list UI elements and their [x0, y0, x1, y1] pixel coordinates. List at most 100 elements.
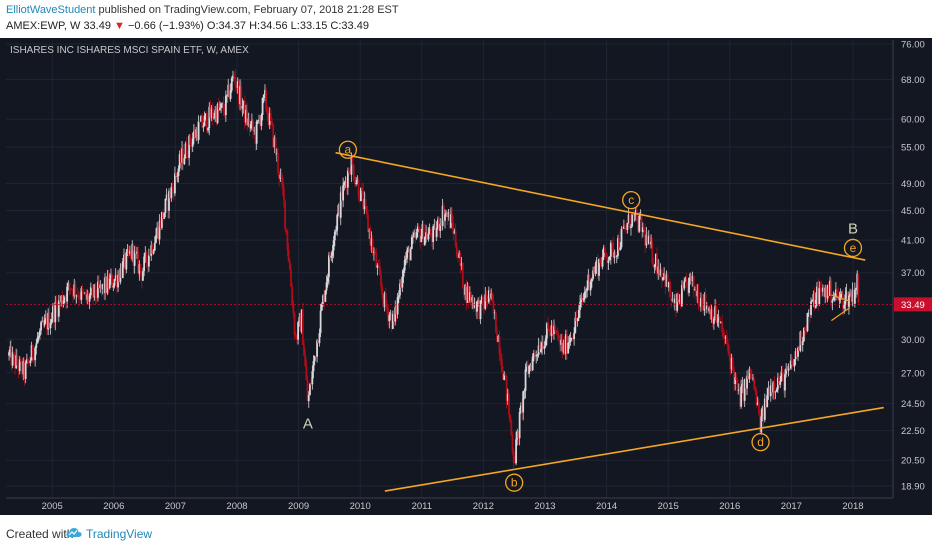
candle	[370, 231, 373, 253]
candle-body	[145, 252, 148, 263]
candle-body	[155, 235, 157, 243]
candle-body	[842, 293, 844, 309]
candle-body	[403, 260, 406, 271]
candle	[287, 242, 290, 263]
candle-body	[427, 233, 430, 240]
candle	[730, 353, 733, 374]
candle	[162, 208, 164, 223]
candle	[31, 344, 34, 363]
candle	[163, 212, 166, 220]
candle	[107, 269, 110, 295]
candle	[646, 231, 649, 245]
candle-body	[810, 301, 812, 315]
candle-body	[633, 214, 636, 216]
candle-body	[448, 212, 451, 228]
candle-body	[431, 235, 433, 242]
candle-body	[440, 223, 443, 226]
candle	[496, 326, 499, 344]
tradingview-link[interactable]: TradingView	[86, 527, 153, 541]
candle	[117, 270, 119, 292]
candle-body	[42, 321, 45, 326]
candle	[736, 378, 739, 395]
candle	[23, 357, 26, 386]
candle	[147, 248, 150, 272]
candle-body	[160, 212, 163, 228]
candle	[499, 347, 502, 366]
candle	[553, 319, 555, 340]
candle-body	[523, 390, 526, 392]
candle-body	[799, 331, 802, 351]
candle-body	[202, 126, 205, 128]
candle-body	[118, 275, 121, 282]
candle	[38, 328, 41, 340]
candle-body	[454, 231, 457, 247]
candle	[444, 209, 446, 229]
candle	[409, 247, 412, 261]
candle-body	[409, 248, 412, 261]
candle-body	[255, 121, 258, 144]
candle	[824, 284, 827, 304]
candle	[672, 293, 675, 308]
candle	[816, 282, 818, 307]
candle-body	[664, 272, 667, 287]
candle-body	[780, 371, 783, 382]
candle	[194, 125, 196, 139]
y-tick-label: 76.00	[901, 40, 925, 51]
candle-body	[95, 296, 98, 298]
candle-body	[797, 347, 799, 357]
candle-body	[467, 286, 470, 301]
candle	[793, 358, 796, 372]
candle-body	[421, 224, 424, 236]
candle	[21, 358, 24, 379]
candle-body	[352, 164, 355, 180]
candle-body	[240, 86, 243, 109]
candle	[389, 309, 392, 321]
candle	[352, 163, 355, 182]
author-link[interactable]: ElliotWaveStudent	[6, 4, 96, 16]
candle	[601, 249, 604, 270]
candle-body	[343, 182, 346, 186]
candle	[852, 288, 855, 307]
candle	[551, 321, 554, 339]
candle-body	[832, 296, 835, 301]
candle-body	[720, 321, 722, 323]
candle-body	[119, 268, 122, 282]
candle	[667, 281, 670, 292]
candle	[557, 330, 560, 343]
candle	[393, 314, 395, 326]
candle-body	[36, 337, 39, 344]
candle	[461, 262, 464, 289]
candle-body	[824, 287, 827, 297]
candle	[739, 387, 741, 410]
candle	[61, 290, 64, 309]
candle	[574, 311, 577, 334]
candle-body	[814, 299, 817, 309]
price-chart[interactable]: 76.00 68.00 60.00 55.00 49.00 45.00 41.00 37.00…	[0, 38, 932, 515]
candle	[638, 212, 641, 233]
last-price-label: 33.49	[901, 300, 925, 311]
candle	[604, 245, 606, 260]
candle-body	[363, 198, 366, 210]
candle-body	[519, 405, 522, 413]
candle-body	[137, 252, 140, 274]
y-tick-label: 68.00	[901, 75, 925, 86]
candle-body	[416, 226, 419, 233]
candle-body	[21, 361, 24, 375]
candle-body	[88, 295, 91, 302]
candle	[179, 147, 182, 167]
candle-body	[124, 254, 127, 270]
candle-body	[563, 342, 566, 354]
candle	[599, 257, 602, 265]
candle	[402, 267, 405, 284]
candle	[371, 235, 374, 257]
candle	[213, 112, 215, 120]
candle	[401, 269, 404, 293]
candle	[707, 304, 709, 312]
candle	[133, 245, 136, 274]
candle-body	[278, 171, 281, 179]
candle	[262, 93, 265, 104]
candle	[83, 292, 86, 295]
candle-body	[412, 236, 414, 238]
candle-body	[243, 100, 246, 123]
candle	[662, 277, 664, 282]
